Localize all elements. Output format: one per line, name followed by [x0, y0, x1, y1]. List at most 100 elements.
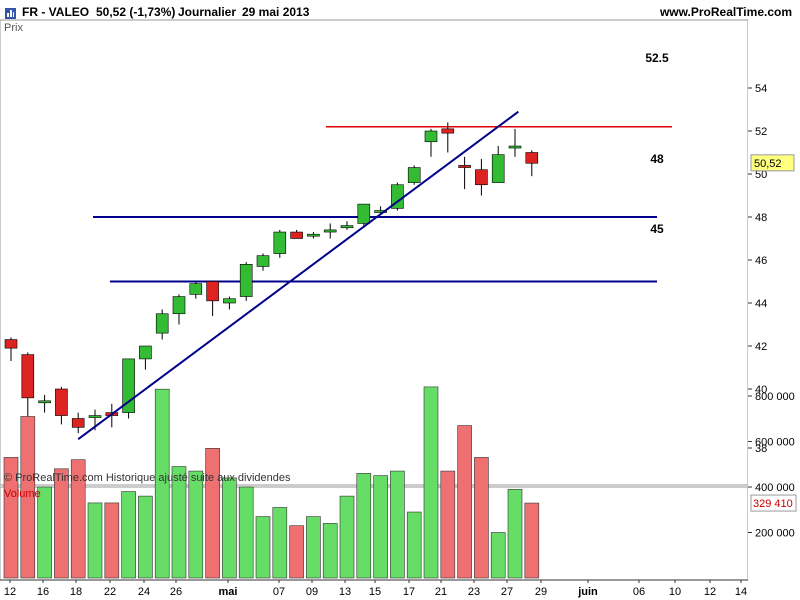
chart-date: 29 mai 2013 — [242, 5, 310, 19]
period-label: Journalier — [178, 5, 237, 19]
candle-up — [424, 130, 438, 143]
candle-up — [491, 154, 505, 183]
x-tick-label: 12 — [704, 586, 716, 598]
site-link[interactable]: www.ProRealTime.com — [659, 5, 792, 19]
candle-up — [155, 313, 169, 334]
volume-bar-up — [490, 532, 506, 579]
volume-bar-up — [188, 470, 204, 579]
volume-bar-down — [3, 457, 19, 579]
chart-symbol: FR - VALEO — [22, 5, 90, 19]
x-tick-label: 14 — [735, 586, 747, 598]
candle-up — [374, 210, 387, 213]
volume-bar-down — [54, 468, 69, 579]
volume-bar-down — [104, 502, 120, 579]
x-tick-label: 13 — [339, 586, 351, 598]
price-axis-area — [748, 20, 800, 580]
last-volume-box — [750, 494, 797, 512]
x-tick-label: 12 — [4, 586, 16, 598]
x-tick-label: 16 — [37, 586, 49, 598]
volume-bar-up — [37, 486, 52, 579]
price-change: 50,52 (-1,73%) — [96, 5, 176, 19]
price-tick-label: 48 — [755, 212, 767, 224]
volume-bar-down — [474, 457, 489, 579]
volume-bar-down — [205, 448, 220, 579]
candle-down — [4, 339, 18, 349]
volume-panel-label: Volume — [4, 488, 41, 500]
x-tick-label: 23 — [468, 586, 480, 598]
volume-bar-up — [255, 516, 271, 579]
candle-down — [441, 128, 455, 134]
last-price-label: 50,52 — [754, 158, 782, 170]
volume-bar-up — [339, 495, 355, 579]
price-tick-label: 44 — [755, 298, 767, 310]
x-tick-label: 07 — [273, 586, 285, 598]
price-tick-label: 46 — [755, 255, 767, 267]
candle-down — [458, 165, 471, 168]
volume-bar-up — [171, 466, 187, 579]
candle-down — [55, 388, 68, 416]
candle-up — [323, 229, 337, 233]
candle-down — [71, 418, 85, 428]
volume-tick-label: 400 000 — [755, 482, 795, 494]
volume-bar-up — [138, 495, 153, 579]
volume-tick-label: 600 000 — [755, 437, 795, 449]
price-tick-label: 38 — [755, 443, 767, 455]
candle-up — [307, 233, 320, 237]
x-tick-label: 21 — [435, 586, 447, 598]
candle-up — [407, 167, 421, 183]
candle-down — [475, 169, 488, 186]
volume-bar-up — [154, 388, 170, 579]
price-tick-label: 54 — [755, 83, 767, 95]
x-tick-label: 06 — [633, 586, 645, 598]
candle-up — [273, 231, 287, 254]
x-tick-label: 17 — [403, 586, 415, 598]
chart-icon — [5, 6, 16, 19]
x-tick-label: juin — [577, 586, 598, 598]
candle-up — [508, 145, 522, 149]
candle-down — [21, 354, 35, 399]
x-tick-label: 29 — [535, 586, 547, 598]
price-tick-label: 50 — [755, 169, 767, 181]
volume-bar-up — [87, 502, 103, 579]
x-tick-label: 24 — [138, 586, 150, 598]
last-volume-label: 329 410 — [753, 498, 793, 510]
level-annotation: 48 — [650, 152, 664, 166]
candle-up — [88, 415, 102, 418]
volume-bar-down — [457, 425, 472, 579]
price-tick-label: 52 — [755, 126, 767, 138]
x-tick-label: 27 — [501, 586, 513, 598]
volume-tick-label: 200 000 — [755, 528, 795, 540]
volume-bar-down — [289, 525, 304, 579]
volume-bar-down — [70, 459, 86, 579]
x-tick-label: mai — [219, 586, 238, 598]
candle-down — [290, 231, 303, 239]
x-tick-label: 22 — [104, 586, 116, 598]
x-tick-label: 09 — [306, 586, 318, 598]
volume-bar-up — [373, 475, 388, 579]
volume-bar-up — [390, 470, 405, 579]
x-tick-label: 26 — [170, 586, 182, 598]
level-annotation: 45 — [650, 222, 664, 236]
candle-up — [38, 400, 51, 404]
x-tick-label: 10 — [669, 586, 681, 598]
price-tick-label: 42 — [755, 341, 767, 353]
volume-bar-down — [440, 470, 456, 579]
price-tick-label: 40 — [755, 384, 767, 396]
volume-bar-up — [322, 523, 338, 579]
volume-bar-down — [20, 416, 36, 579]
volume-bar-up — [423, 386, 439, 579]
last-price-box — [750, 154, 795, 172]
level-annotation: 52.5 — [645, 51, 669, 65]
copyright-note: © ProRealTime.com Historique ajusté suit… — [4, 472, 291, 484]
candle-down — [525, 152, 539, 164]
volume-bar-up — [121, 491, 136, 579]
volume-bar-up — [507, 488, 523, 579]
candle-up — [223, 298, 236, 304]
x-tick-label: 15 — [369, 586, 381, 598]
candle-up — [172, 296, 186, 315]
volume-bar-up — [406, 511, 422, 579]
candle-down — [206, 281, 219, 302]
volume-tick-label: 800 000 — [755, 391, 795, 403]
candle-up — [189, 283, 203, 295]
price-panel-label: Prix — [4, 22, 23, 34]
